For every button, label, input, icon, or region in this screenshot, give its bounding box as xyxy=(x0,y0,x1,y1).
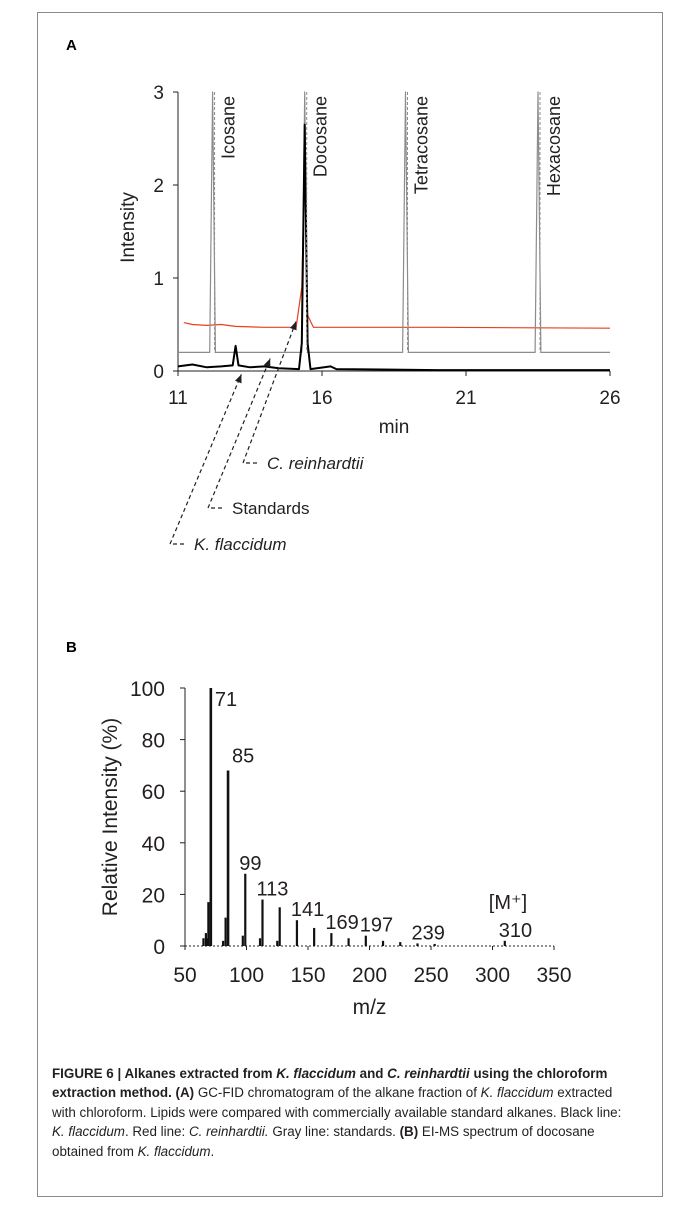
y-tick-label: 60 xyxy=(142,781,165,804)
mass-spectrum-chart: B 50 100 150 200 250 300 350 0 20 40 60 80 100 m/z Rel… xyxy=(66,639,572,1019)
peak-label: 197 xyxy=(360,915,393,937)
caption-title-species-1: K. flaccidum xyxy=(276,1066,356,1081)
x-tick-label: 16 xyxy=(311,388,332,409)
x-tick-label: 21 xyxy=(455,388,476,409)
peak-label: 169 xyxy=(325,912,358,934)
y-tick-label: 20 xyxy=(142,884,165,907)
caption-figure-label: FIGURE 6 | xyxy=(52,1066,125,1081)
standard-peak-label: Icosane xyxy=(219,96,239,159)
y-tick-label: 80 xyxy=(142,730,165,753)
caption-b-text: EI-MS spectrum of docosane obtained from xyxy=(52,1124,595,1159)
annotation-label: C. reinhardtii xyxy=(267,454,365,473)
y-tick-label: 40 xyxy=(142,833,165,856)
y-tick-label: 0 xyxy=(153,936,165,959)
standard-peak-label: Tetracosane xyxy=(412,96,432,194)
panel-b-label: B xyxy=(66,639,77,656)
annotation-arrowhead xyxy=(290,321,297,331)
caption-b-species: K. flaccidum xyxy=(137,1143,211,1159)
x-tick-label: 26 xyxy=(599,388,620,409)
annotation-arrowhead xyxy=(263,358,271,368)
caption-gray-text: Gray line: standards. xyxy=(268,1124,400,1140)
caption-b-label: (B) xyxy=(399,1124,419,1140)
x-tick-label: 350 xyxy=(536,964,571,987)
x-tick-label: 50 xyxy=(173,964,196,987)
annotation-arrow-line xyxy=(242,321,297,464)
figure-caption: FIGURE 6 | Alkanes extracted from K. fla… xyxy=(52,1064,632,1161)
caption-a-species: K. flaccidum xyxy=(480,1085,554,1101)
caption-title-3: using the chloroform extraction method. xyxy=(52,1066,608,1101)
peak-label: 239 xyxy=(411,922,444,944)
standard-peak-label: Hexacosane xyxy=(544,96,564,196)
caption-end: . xyxy=(210,1143,215,1159)
molecular-ion-label: [M⁺] xyxy=(489,892,527,914)
x-tick-label: 100 xyxy=(229,964,264,987)
peak-label: 71 xyxy=(215,689,237,711)
peak-label: 85 xyxy=(232,746,254,768)
annotation-arrowhead xyxy=(235,374,242,384)
y-tick-label: 0 xyxy=(153,362,164,383)
panel-a-label: A xyxy=(66,37,77,54)
caption-a-label: (A) xyxy=(171,1085,195,1101)
chromatogram-chart: A 11 16 21 26 0 1 2 3 min Intensity Icosane Docosa… xyxy=(66,37,621,554)
x-tick-label: 11 xyxy=(168,388,188,409)
annotation-label: K. flaccidum xyxy=(194,535,287,554)
annotation-label: Standards xyxy=(232,499,310,518)
x-axis-label: m/z xyxy=(353,996,387,1019)
standard-peak-label: Docosane xyxy=(311,96,331,177)
annotation-arrow-line xyxy=(169,374,242,545)
x-tick-label: 300 xyxy=(475,964,510,987)
peak-label: 141 xyxy=(291,899,324,921)
y-tick-label: 3 xyxy=(153,83,164,104)
peak-label: 113 xyxy=(256,879,288,901)
y-tick-label: 100 xyxy=(130,678,165,701)
y-axis-label: Relative Intensity (%) xyxy=(99,718,122,916)
peak-label: 310 xyxy=(499,920,532,942)
y-tick-label: 1 xyxy=(153,269,164,290)
x-axis-label: min xyxy=(379,417,410,438)
peak-label: 99 xyxy=(239,853,261,875)
caption-black-species: K. flaccidum xyxy=(52,1124,125,1140)
caption-title-species-2: C. reinhardtii xyxy=(387,1066,470,1081)
caption-title-2: and xyxy=(355,1066,388,1081)
x-tick-label: 150 xyxy=(290,964,325,987)
caption-a-text-2: extracted with chloroform. Lipids were c… xyxy=(52,1085,622,1120)
caption-title: FIGURE 6 | Alkanes extracted from K. fla… xyxy=(52,1066,607,1100)
caption-red-species: C. reinhardtii. xyxy=(188,1124,269,1140)
y-axis-label: Intensity xyxy=(118,192,139,263)
caption-a-text-1: GC-FID chromatogram of the alkane fracti… xyxy=(194,1085,481,1101)
caption-red-pre: . Red line: xyxy=(124,1124,189,1140)
figure-frame xyxy=(37,12,663,1197)
annotation-arrow-line xyxy=(207,358,271,509)
caption-title-1: Alkanes extracted from xyxy=(124,1066,277,1081)
y-tick-label: 2 xyxy=(153,176,164,197)
series-line-standards xyxy=(178,91,610,353)
x-tick-label: 250 xyxy=(413,964,448,987)
x-tick-label: 200 xyxy=(352,964,387,987)
